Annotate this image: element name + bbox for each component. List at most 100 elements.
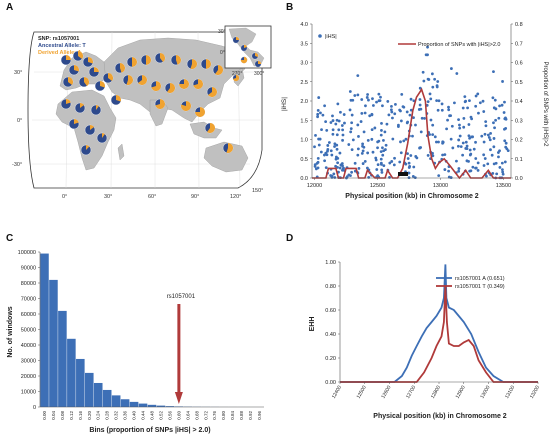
ihs-point <box>331 132 335 136</box>
ihs-point <box>377 99 381 103</box>
ihs-point <box>446 118 449 122</box>
pie-derived-slice <box>146 55 151 65</box>
histogram-bar <box>49 279 58 407</box>
pie-derived-slice <box>88 57 93 64</box>
ihs-point <box>379 150 383 154</box>
pie-chart <box>222 142 234 154</box>
ihs-point <box>495 172 499 176</box>
pie-chart <box>80 144 92 156</box>
ihs-point <box>493 98 497 102</box>
ihs-point <box>350 113 354 117</box>
ihs-point <box>338 151 342 155</box>
lon-label-150: 150° <box>252 188 263 194</box>
ihs-point <box>461 153 465 157</box>
ihs-point <box>365 96 369 99</box>
ihs-point <box>327 141 331 144</box>
panel-label-d: D <box>286 233 294 244</box>
ihs-point <box>419 130 423 134</box>
pie-chart <box>150 80 162 92</box>
c-xtick: 0.36 <box>123 411 128 420</box>
ihs-point <box>482 110 486 113</box>
ihs-point <box>482 164 486 167</box>
ihs-point <box>468 136 471 140</box>
b-ylabel: |iHS| <box>281 97 288 111</box>
histogram-bar <box>102 389 112 407</box>
ihs-point <box>336 161 340 165</box>
ihs-point <box>370 137 374 141</box>
ihs-point <box>469 169 473 173</box>
ihs-point <box>389 108 393 112</box>
ihs-point <box>330 175 334 179</box>
ihs-point <box>492 145 496 149</box>
ihs-point <box>390 104 393 108</box>
pie-derived-slice <box>137 75 148 85</box>
ihs-point <box>464 140 468 144</box>
pie-derived-slice <box>215 65 224 76</box>
histogram-bar <box>67 338 76 407</box>
ihs-point <box>437 99 441 103</box>
ihs-point <box>491 96 495 100</box>
d-xtick: 12900 <box>455 385 467 400</box>
histogram-bar <box>138 403 148 407</box>
pie-derived-slice <box>68 77 73 85</box>
ihs-point <box>383 148 387 151</box>
d-xtick: 12400 <box>331 385 343 400</box>
c-xtick: 0.28 <box>105 411 110 420</box>
ihs-point <box>329 121 333 124</box>
ihs-point <box>377 139 381 143</box>
ihs-point <box>459 145 463 149</box>
d-ytick: 1.00 <box>325 260 336 266</box>
ihs-point <box>456 144 460 148</box>
inset-lat-0: 0° <box>220 50 225 56</box>
pie-chart <box>240 56 248 64</box>
ihs-point <box>381 153 385 157</box>
ihs-point <box>314 133 317 137</box>
d-legend-a: rs1057001 A (0.651) <box>455 276 505 282</box>
ihs-point <box>388 175 391 179</box>
ihs-point <box>379 133 383 137</box>
c-ytick: 40000 <box>21 343 36 349</box>
ihs-point <box>356 153 360 157</box>
histogram-bar <box>58 310 67 407</box>
ihs-point <box>313 163 317 167</box>
ihs-point <box>361 142 365 146</box>
ihs-point <box>455 159 458 163</box>
ihs-point <box>504 117 508 121</box>
ihs-point <box>450 124 454 128</box>
pie-chart <box>232 36 240 44</box>
pie-derived-slice <box>74 65 79 72</box>
b-xtick: 12000 <box>307 183 322 189</box>
ihs-point <box>372 104 375 107</box>
ihs-point <box>341 133 345 137</box>
ihs-point <box>386 100 390 103</box>
panel-label-c: C <box>6 233 14 244</box>
ihs-point <box>383 130 387 134</box>
ihs-point <box>402 105 406 109</box>
c-ytick: 90000 <box>21 266 36 272</box>
ihs-point <box>340 124 344 127</box>
annotation-label: rs1057001 <box>167 294 196 300</box>
ihs-point <box>356 93 360 97</box>
c-xtick: 0.96 <box>257 411 262 420</box>
ihs-point <box>469 115 473 119</box>
c-xtick: 0.68 <box>194 411 199 420</box>
ihs-point <box>361 162 365 165</box>
ihs-point <box>423 116 426 120</box>
c-ytick: 60000 <box>21 312 36 318</box>
ihs-point <box>336 102 340 106</box>
ihs-point <box>381 104 384 108</box>
pie-derived-slice <box>116 95 121 102</box>
lon-label-0: 0° <box>62 194 67 200</box>
ihs-points <box>313 45 510 180</box>
ihs-point <box>505 147 509 151</box>
pie-derived-slice <box>244 44 248 48</box>
pie-chart <box>84 124 96 136</box>
ihs-point <box>441 140 445 144</box>
ihs-point <box>503 127 506 131</box>
ihs-point <box>503 139 507 143</box>
lon-label-120: 120° <box>230 194 241 200</box>
pie-chart <box>60 54 72 66</box>
ihs-point <box>494 118 498 122</box>
ihs-point <box>348 108 352 112</box>
ihs-point <box>461 141 465 145</box>
